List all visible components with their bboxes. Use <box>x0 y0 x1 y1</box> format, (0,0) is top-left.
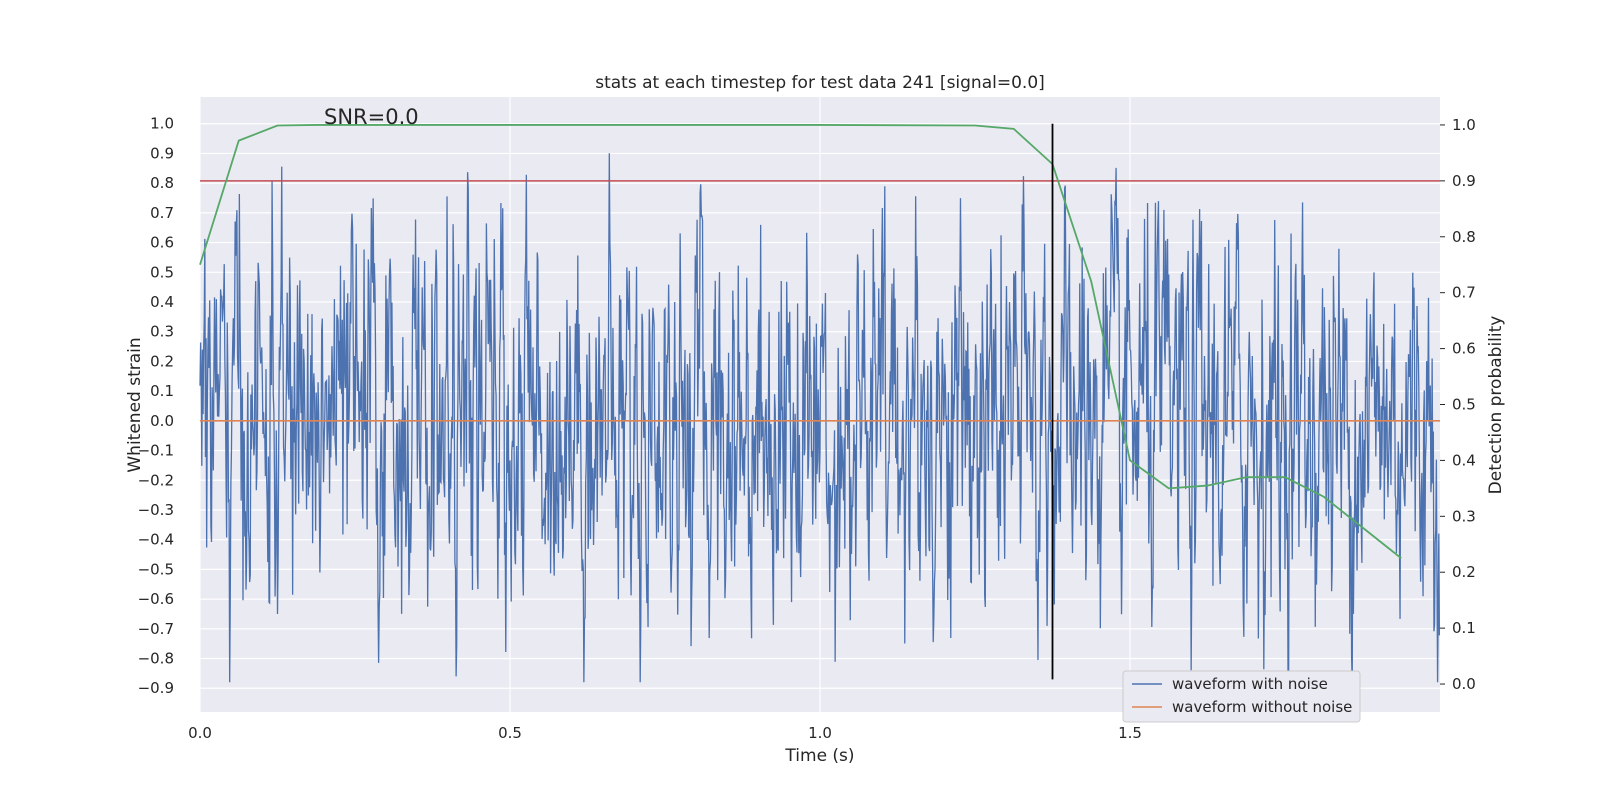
y2-tick-label: 1.0 <box>1452 116 1476 134</box>
y2-tick-label: 0.1 <box>1452 619 1476 637</box>
y2-tick-label: 0.4 <box>1452 451 1476 469</box>
y2-tick-label: 0.5 <box>1452 396 1476 414</box>
y-tick-label: 0.0 <box>150 412 174 430</box>
y2-tick-label: 0.8 <box>1452 228 1476 246</box>
y2-tick-label: 0.7 <box>1452 284 1476 302</box>
y-tick-label: −0.6 <box>138 590 174 608</box>
x-tick-labels: 0.0 0.5 1.0 1.5 <box>188 724 1142 742</box>
y-tick-label: −0.9 <box>138 679 174 697</box>
y-tick-label: −0.3 <box>138 501 174 519</box>
y-axis-label: Whitened strain <box>125 337 145 472</box>
y-tick-label: 0.6 <box>150 234 174 252</box>
y2-tick-label: 0.2 <box>1452 563 1476 581</box>
y-tick-label: −0.5 <box>138 560 174 578</box>
y-tick-label: −0.7 <box>138 620 174 638</box>
y-tick-label: 0.8 <box>150 174 174 192</box>
series-waveform-with-noise <box>199 153 1441 683</box>
x-tick-label: 1.0 <box>808 724 832 742</box>
y-tick-label: −0.4 <box>138 531 174 549</box>
y-tick-label: 0.3 <box>150 323 174 341</box>
x-tick-label: 1.5 <box>1118 724 1142 742</box>
y-tick-label: −0.1 <box>138 442 174 460</box>
snr-annotation: SNR=0.0 <box>324 105 419 129</box>
y-tick-label: 1.0 <box>150 115 174 133</box>
legend-box <box>1122 670 1361 723</box>
y2-tick-labels: 1.0 0.9 0.8 0.7 0.6 0.5 0.4 0.3 0.2 0.1 0.0 <box>1440 116 1476 693</box>
series-detection-probability <box>199 124 1402 559</box>
y-tick-label: −0.8 <box>138 650 174 668</box>
y-tick-label: 0.9 <box>150 144 174 162</box>
x-tick-label: 0.0 <box>188 724 212 742</box>
y-tick-label: 0.1 <box>150 382 174 400</box>
x-tick-label: 0.5 <box>498 724 522 742</box>
legend-label-clean: waveform without noise <box>1172 698 1352 716</box>
y-tick-label: 0.5 <box>150 263 174 281</box>
legend: waveform with noise waveform without noi… <box>1122 670 1361 723</box>
y2-axis-label: Detection probability <box>1486 316 1506 495</box>
chart-title: stats at each timestep for test data 241… <box>595 73 1045 93</box>
y-tick-labels: 1.0 0.9 0.8 0.7 0.6 0.5 0.4 0.3 0.2 0.1 0.0 −0.1 −0.… <box>138 115 174 697</box>
y2-tick-label: 0.9 <box>1452 172 1476 190</box>
y-tick-label: 0.7 <box>150 204 174 222</box>
y2-tick-label: 0.6 <box>1452 340 1476 358</box>
y-tick-label: −0.2 <box>138 471 174 489</box>
legend-label-noise: waveform with noise <box>1172 675 1328 693</box>
x-axis-label: Time (s) <box>784 746 854 766</box>
y2-tick-label: 0.0 <box>1452 675 1476 693</box>
y2-tick-label: 0.3 <box>1452 507 1476 525</box>
y-tick-label: 0.4 <box>150 293 174 311</box>
series-layer <box>199 123 1441 683</box>
y-tick-label: 0.2 <box>150 352 174 370</box>
